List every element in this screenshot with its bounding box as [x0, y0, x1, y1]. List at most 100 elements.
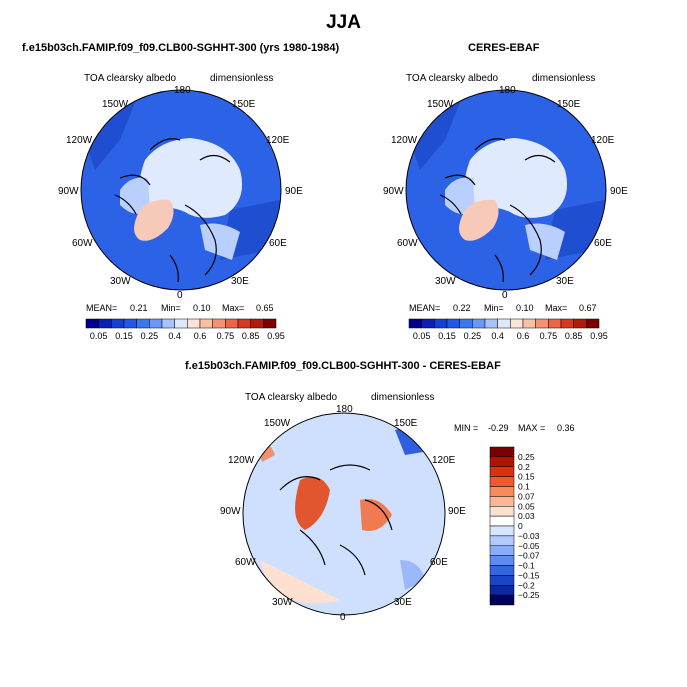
panel1-map — [80, 89, 282, 291]
panel2-lon-30w: 30W — [435, 276, 456, 287]
panel2-min-value: 0.10 — [516, 303, 534, 313]
panel2-lon-60e: 60E — [594, 238, 612, 249]
panel2-left-label: TOA clearsky albedo — [406, 73, 499, 84]
diff-colorbar-swatch — [489, 515, 515, 527]
panel1-lon-120w: 120W — [66, 135, 93, 146]
panel1-colorbar-tick-label: 0.6 — [194, 331, 207, 341]
panel2-colorbar-tick-label: 0.95 — [590, 331, 608, 341]
panel2-lon-90w: 90W — [383, 186, 404, 197]
panel2-min-label: Min= — [484, 303, 504, 313]
diff-colorbar-tick-label: −0.05 — [518, 541, 540, 551]
diff-colorbar-swatch — [489, 496, 515, 507]
panel2-colorbar-swatch — [434, 318, 448, 329]
panel2-seaice — [464, 138, 568, 218]
panel2-lon-90e: 90E — [610, 186, 628, 197]
diff-colorbar-tick-label: −0.07 — [518, 551, 540, 561]
panel1-seaice — [139, 138, 243, 218]
panel2-max-value: 0.67 — [579, 303, 597, 313]
panel2-colorbar-swatch — [510, 318, 524, 329]
panel2-colorbar-swatch — [446, 318, 460, 329]
diff-colorbar-tick-label: −0.2 — [518, 580, 535, 590]
panel1-mean-label: MEAN= — [86, 303, 117, 313]
panel2-colorbar-tick-label: 0.15 — [438, 331, 456, 341]
panel1-colorbar-swatch — [250, 318, 264, 329]
diff-colorbar-swatch — [489, 486, 515, 497]
panel1-colorbar-swatch — [263, 318, 277, 329]
panel1-colorbar-swatch — [237, 318, 251, 329]
panel2-colorbar-swatch — [408, 318, 422, 329]
panel1-colorbar-swatch — [98, 318, 112, 329]
panel2-colorbar-tick-label: 0.05 — [413, 331, 431, 341]
panel1-ice-mid-2 — [200, 223, 240, 260]
panel1-lon-30e: 30E — [231, 276, 249, 287]
panel2-colorbar-tick-label: 0.25 — [464, 331, 482, 341]
panel1-lon-60e: 60E — [269, 238, 287, 249]
panel1-greenland — [134, 199, 174, 241]
panel1-colorbar-swatch — [174, 318, 188, 329]
diff-colorbar-swatch — [489, 545, 515, 556]
panel1-colorbar-swatch — [149, 318, 163, 329]
diff-lon-30w: 30W — [272, 597, 293, 608]
panel1-ice-mid — [120, 177, 150, 214]
diff-lon-60w: 60W — [235, 557, 256, 568]
panel2-lon-60w: 60W — [397, 238, 418, 249]
panel2-lon-120e: 120E — [591, 135, 615, 146]
diff-colorbar-swatch — [489, 446, 515, 458]
panel1-max-label: Max= — [222, 303, 244, 313]
panel2-right-label: dimensionless — [532, 73, 595, 84]
diff-lon-120e: 120E — [432, 455, 456, 466]
panel2-colorbar-swatch — [535, 318, 549, 329]
panel1-colorbar-swatch — [161, 318, 175, 329]
diff-max-value: 0.36 — [557, 423, 575, 433]
panel2-lon-150w: 150W — [427, 99, 454, 110]
panel2-header: CERES-EBAF — [468, 42, 540, 54]
diff-background — [243, 413, 445, 615]
panel2-greenland — [459, 199, 499, 241]
panel2-colorbar-tick-label: 0.6 — [517, 331, 530, 341]
panel1-colorbar-swatch — [199, 318, 213, 329]
panel2-colorbar-tick-label: 0.4 — [491, 331, 504, 341]
panel2-colorbar-swatch — [497, 318, 511, 329]
panel1-colorbar-swatch — [212, 318, 226, 329]
panel2-colorbar-swatch — [484, 318, 498, 329]
panel1-colorbar-tick-label: 0.25 — [141, 331, 159, 341]
panel1-colorbar-swatch — [187, 318, 201, 329]
panel1-ocean-dark — [81, 90, 140, 170]
diff-colorbar-swatch — [489, 575, 515, 586]
panel1-lon-90w: 90W — [58, 186, 79, 197]
diff-lon-30e: 30E — [394, 597, 412, 608]
diff-colorbar-tick-label: 0.1 — [518, 482, 530, 492]
panel1-lon-120e: 120E — [266, 135, 290, 146]
panel2-colorbar: 0.05 0.15 0.25 0.4 0.6 0.75 0.85 0.95 — [408, 318, 608, 341]
diff-colorbar-swatch — [489, 506, 515, 517]
diff-colorbar-tick-label: −0.1 — [518, 561, 535, 571]
diff-lon-150e: 150E — [394, 418, 418, 429]
panel2-colorbar-swatch — [586, 318, 600, 329]
panel1-max-value: 0.65 — [256, 303, 274, 313]
panel1-lon-150w: 150W — [102, 99, 129, 110]
diff-colorbar-tick-label: −0.25 — [518, 590, 540, 600]
diff-colorbar-swatch — [489, 594, 515, 606]
panel2-mean-value: 0.22 — [453, 303, 471, 313]
diff-map — [242, 412, 446, 616]
panel1-lon-150e: 150E — [232, 99, 256, 110]
panel2-colorbar-swatch — [573, 318, 587, 329]
diff-lon-0: 0 — [340, 612, 346, 623]
diff-lon-90w: 90W — [220, 506, 241, 517]
panel1-min-label: Min= — [161, 303, 181, 313]
panel1-min-value: 0.10 — [193, 303, 211, 313]
panel1-lon-60w: 60W — [72, 238, 93, 249]
diff-colorbar-tick-label: 0.03 — [518, 511, 535, 521]
diff-min-value: -0.29 — [488, 423, 509, 433]
panel2-lon-120w: 120W — [391, 135, 418, 146]
panel2-lon-0: 0 — [502, 290, 508, 301]
diff-colorbar-swatch — [489, 525, 515, 537]
panel1-lon-30w: 30W — [110, 276, 131, 287]
panel2-colorbar-swatch — [472, 318, 486, 329]
diff-colorbar-tick-label: 0.15 — [518, 472, 535, 482]
panel1-colorbar-tick-label: 0.75 — [217, 331, 235, 341]
diff-max-label: MAX = — [518, 423, 545, 433]
panel2-ice-mid-2 — [525, 223, 565, 260]
panel1-header: f.e15b03ch.FAMIP.f09_f09.CLB00-SGHHT-300… — [22, 42, 340, 54]
